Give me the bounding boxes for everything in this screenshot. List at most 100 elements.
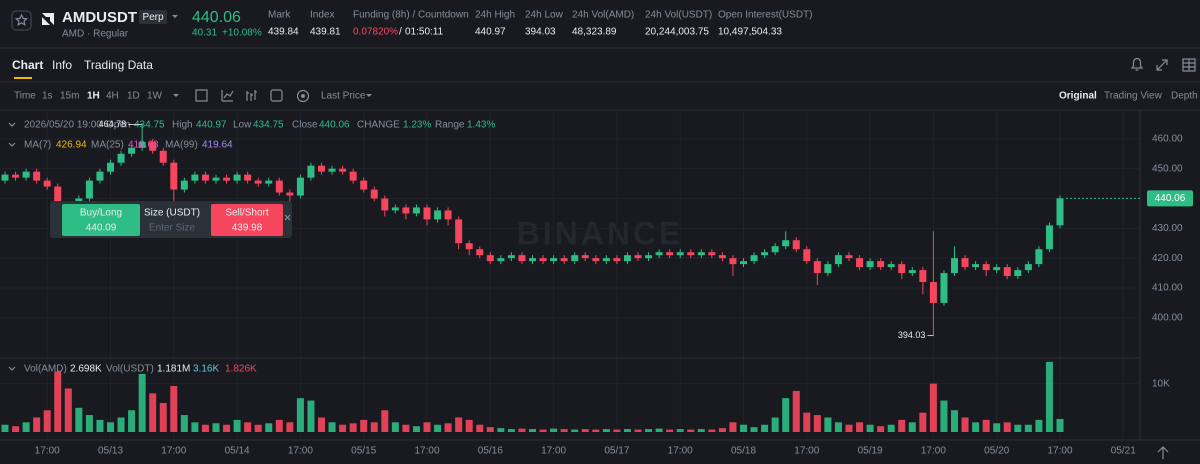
candle-body — [1056, 198, 1064, 226]
symbol[interactable]: AMDUSDT — [62, 9, 137, 26]
candle-body — [170, 162, 178, 190]
price-type-dropdown[interactable] — [366, 94, 372, 97]
candle-body — [265, 180, 273, 184]
candle-body — [792, 240, 800, 250]
expand-icon[interactable] — [1156, 59, 1168, 71]
candle-body — [803, 249, 811, 262]
volume-bar — [476, 424, 484, 432]
settings-icon[interactable] — [270, 89, 283, 102]
volume-bar — [233, 419, 241, 432]
interval-dropdown[interactable] — [173, 94, 179, 97]
last-price-tag-label: 440.06 — [1155, 193, 1186, 204]
candle-body — [476, 249, 484, 256]
view-active[interactable]: Original — [1059, 91, 1097, 102]
x-tick-label: 05/14 — [225, 446, 250, 457]
buy-button[interactable] — [62, 204, 140, 236]
ma-toggle[interactable] — [8, 142, 16, 147]
legend-value: 440.06 — [319, 120, 350, 131]
volume-bar — [771, 417, 779, 432]
volume-bar — [803, 412, 811, 432]
chart-type-icon[interactable] — [246, 90, 257, 101]
view[interactable]: Depth — [1171, 91, 1198, 102]
candle-body — [12, 174, 20, 178]
candle-body — [866, 261, 874, 268]
size-input[interactable]: Enter Size — [149, 223, 196, 234]
candle-body — [560, 258, 568, 262]
close-widget[interactable] — [284, 214, 291, 221]
tab[interactable]: Trading Data — [84, 58, 153, 72]
vol-value: 3.16K — [193, 364, 219, 375]
candle-body — [982, 264, 990, 271]
candle-body — [539, 258, 547, 262]
candle-body — [128, 147, 136, 154]
volume-bar — [170, 386, 178, 432]
ma-value: 418.63 — [128, 140, 159, 151]
tab[interactable]: Info — [52, 58, 72, 72]
stat-label: Index — [310, 10, 334, 21]
volume-bar — [666, 429, 674, 432]
legend-label: CHANGE — [357, 120, 400, 131]
candle-body — [940, 273, 948, 303]
alert-icon[interactable] — [1130, 57, 1144, 71]
volume-bar — [613, 429, 621, 432]
tab-active[interactable]: Chart — [12, 58, 43, 72]
favorite-button[interactable] — [11, 10, 32, 31]
interval-active[interactable]: 1H — [87, 91, 100, 102]
volume-bar — [107, 422, 114, 432]
volume-bar — [96, 419, 104, 432]
vol-label: Vol(AMD) — [24, 364, 67, 375]
symbol-dropdown[interactable] — [172, 15, 178, 18]
volume-bar — [634, 429, 642, 432]
candle-body — [613, 258, 621, 262]
volume-bar — [360, 419, 368, 432]
calendar-icon[interactable] — [195, 89, 208, 102]
candle-body — [107, 162, 114, 172]
x-tick-label: 17:00 — [668, 446, 693, 457]
price-type[interactable]: Last Price — [321, 91, 366, 102]
candle-body — [159, 150, 167, 163]
volume-bar — [676, 429, 684, 432]
volume-bar — [138, 373, 146, 432]
candle-body — [708, 252, 716, 256]
drawing-icon[interactable] — [296, 89, 310, 103]
candle-body — [191, 174, 199, 181]
y-tick-label: 460.00 — [1152, 133, 1183, 144]
ma-label: MA(25) — [91, 140, 124, 151]
vol-value: 1.181M — [157, 364, 190, 375]
volume-bar — [391, 422, 399, 432]
candle-body — [212, 177, 220, 181]
price-change: 40.31 — [192, 28, 217, 39]
volume-bar — [339, 424, 347, 432]
candle-body — [402, 207, 410, 214]
view[interactable]: Trading View — [1104, 91, 1163, 102]
interval[interactable]: Time — [14, 91, 36, 102]
layout-icon[interactable] — [1182, 58, 1196, 72]
volume-bar — [866, 424, 874, 432]
interval[interactable]: 1s — [42, 91, 53, 102]
interval[interactable]: 1W — [147, 91, 163, 102]
volume-bar — [212, 423, 220, 432]
candle-body — [318, 165, 325, 172]
legend-value: 440.97 — [196, 120, 227, 131]
volume-bar — [54, 371, 62, 432]
volume-bar — [507, 429, 515, 432]
volume-bar — [623, 429, 631, 432]
candle-body — [275, 180, 283, 193]
volume-toggle[interactable] — [8, 366, 16, 371]
ma-label: MA(7) — [24, 140, 51, 151]
candle-body — [550, 258, 558, 262]
volume-bar — [1003, 422, 1011, 432]
candle-body — [824, 264, 832, 274]
sell-price: 439.98 — [232, 223, 263, 234]
volume-bar — [159, 402, 167, 432]
legend-toggle[interactable] — [8, 122, 16, 127]
candle-body — [497, 258, 505, 262]
interval[interactable]: 4H — [106, 91, 119, 102]
interval[interactable]: 15m — [60, 91, 79, 102]
scroll-icon[interactable] — [1157, 446, 1169, 459]
candle-body — [845, 255, 853, 259]
volume-bar — [750, 427, 758, 432]
indicator-icon[interactable] — [221, 90, 234, 102]
interval[interactable]: 1D — [127, 91, 140, 102]
sell-button[interactable] — [211, 204, 283, 236]
